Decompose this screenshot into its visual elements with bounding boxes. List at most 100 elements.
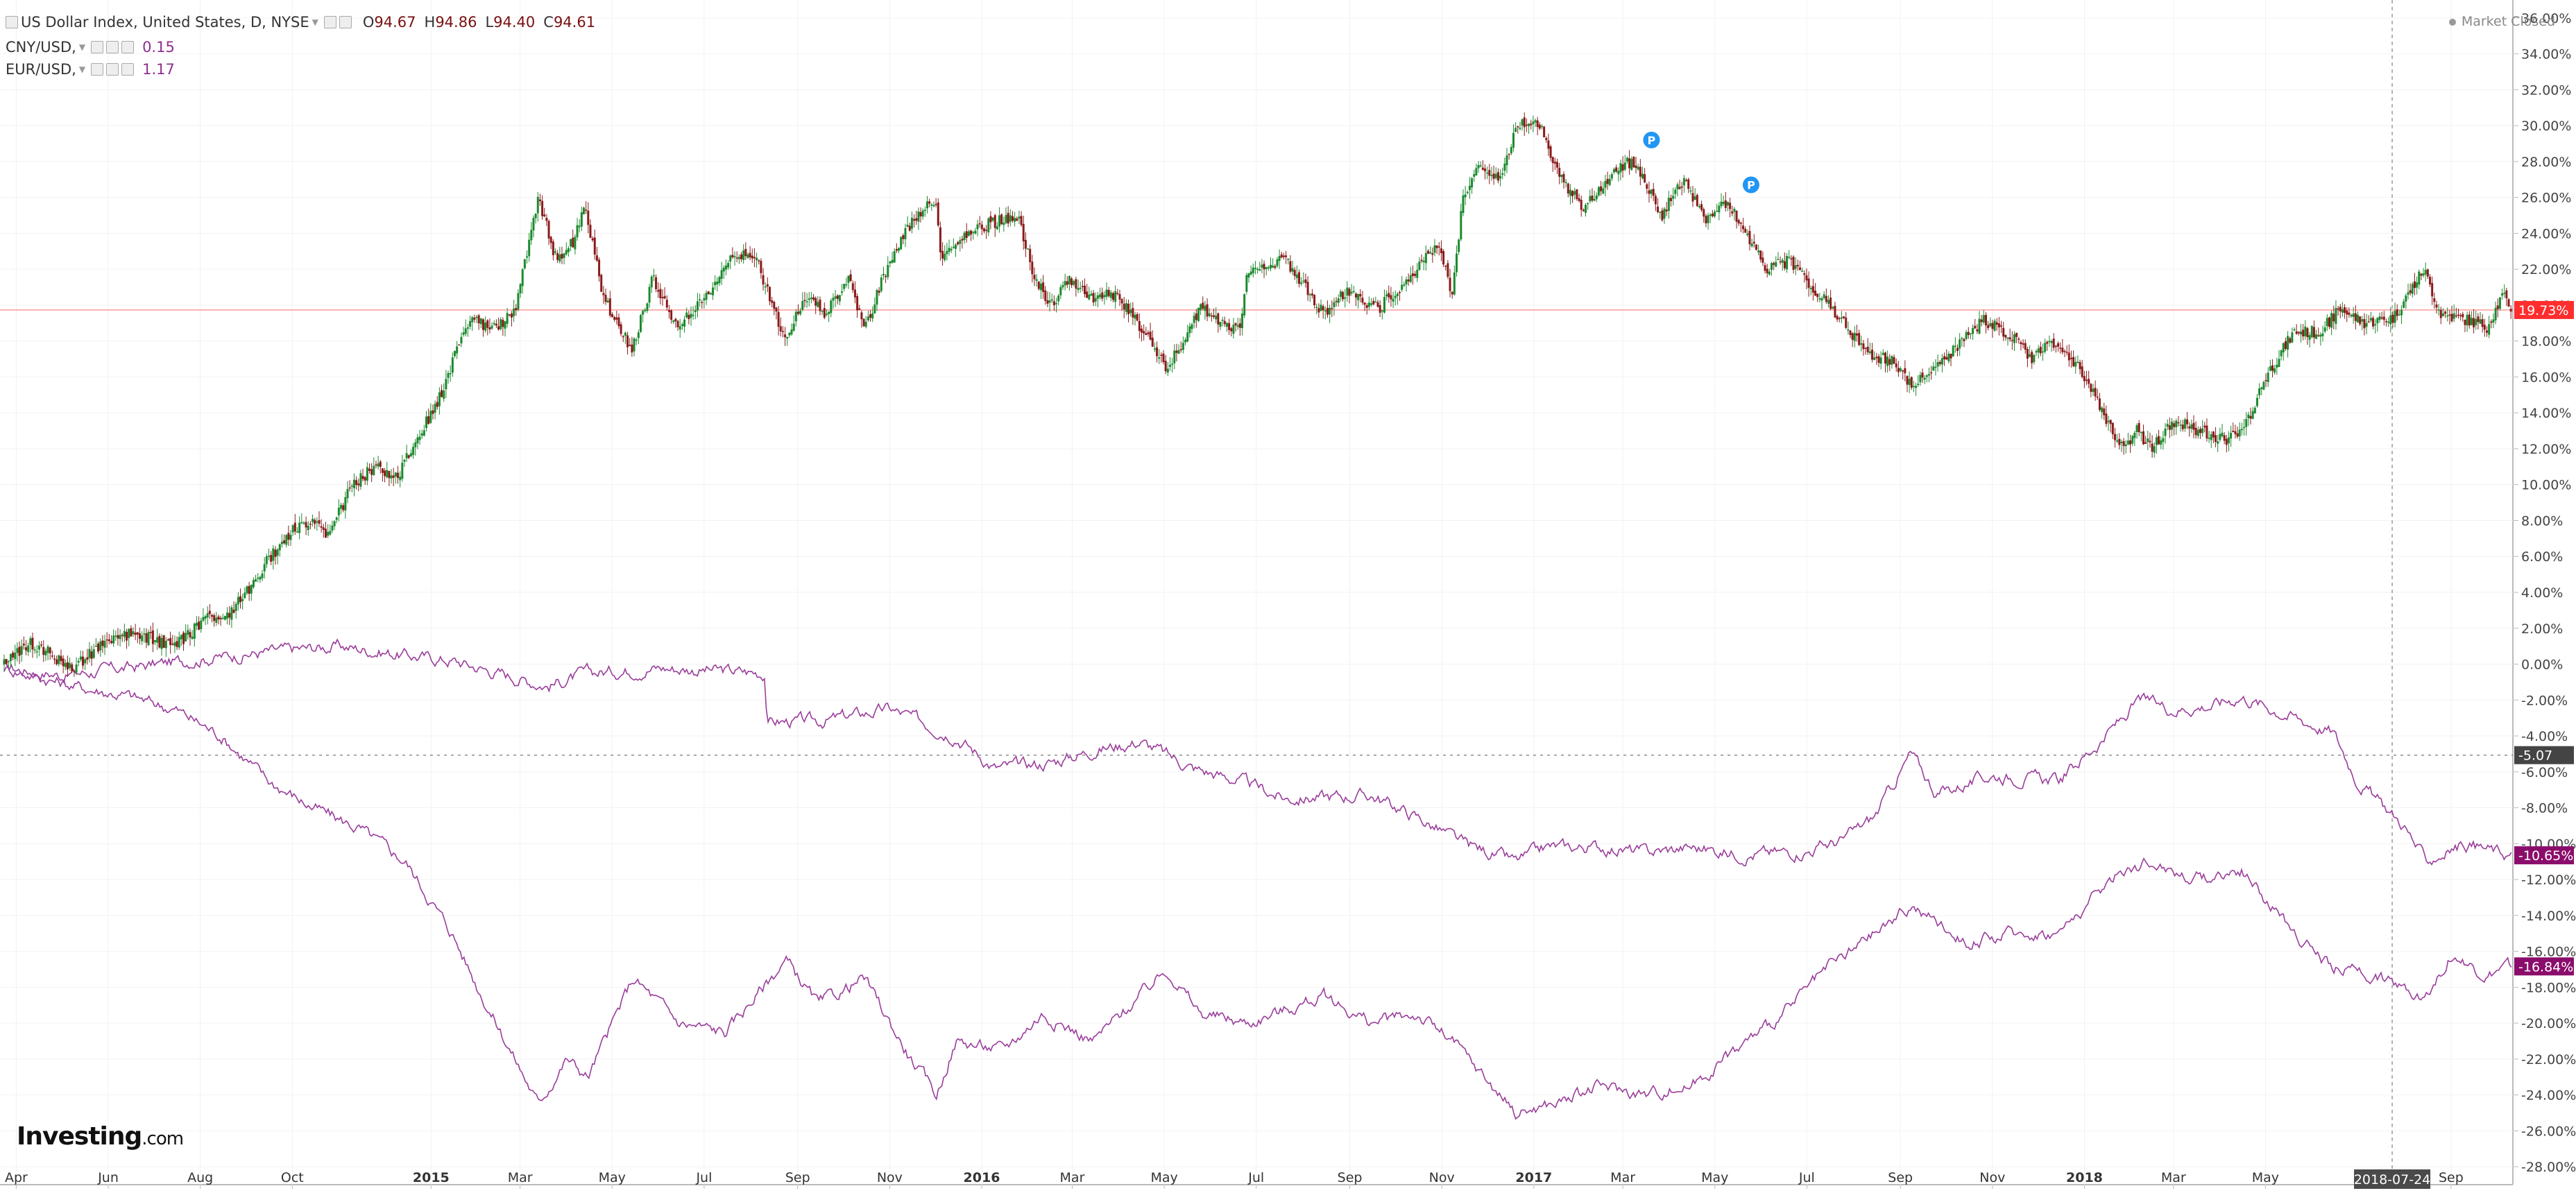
- candle-body: [624, 332, 626, 336]
- candle-body: [171, 643, 174, 645]
- candle-body: [1156, 347, 1159, 357]
- candle-body: [2210, 434, 2212, 440]
- candle-body: [1208, 313, 1211, 316]
- candle-body: [716, 281, 719, 285]
- candle-body: [1665, 209, 1668, 212]
- candle-body: [291, 525, 294, 533]
- candle-body: [1632, 157, 1635, 168]
- candle-body: [2269, 366, 2271, 371]
- price-label-box: [2514, 300, 2574, 319]
- candle-body: [1352, 291, 1355, 293]
- candle-body: [384, 470, 386, 477]
- candle-body: [1418, 261, 1421, 271]
- candle-body: [1652, 189, 1655, 196]
- candle-body: [1672, 196, 1675, 199]
- candle-body: [244, 592, 246, 599]
- hide-icon[interactable]: [106, 63, 119, 76]
- close-icon[interactable]: [121, 63, 135, 76]
- candle-body: [1657, 206, 1660, 212]
- close-icon[interactable]: [121, 41, 135, 53]
- candle-body: [1585, 205, 1587, 213]
- candle-body: [775, 307, 778, 312]
- candle-body: [1407, 279, 1410, 282]
- chevron-down-icon[interactable]: ▼: [78, 65, 86, 74]
- series-symbol[interactable]: EUR/USD,: [6, 61, 76, 78]
- candle-body: [2490, 321, 2493, 323]
- candle-body: [882, 273, 885, 276]
- candle-body: [2061, 347, 2064, 352]
- candle-body: [381, 468, 384, 473]
- candle-body: [1276, 259, 1279, 266]
- candle-body: [451, 357, 454, 373]
- y-tick-label: 28.00%: [2521, 155, 2571, 170]
- series-symbol[interactable]: CNY/USD,: [6, 39, 76, 55]
- x-axis[interactable]: Apr Jun Aug Oct 2015 Mar May Jul Sep Nov 2016 Mar Ma…: [5, 1169, 2464, 1189]
- candle-body: [2006, 337, 2009, 339]
- candle-body: [2422, 273, 2425, 276]
- candle-body: [1855, 333, 1858, 336]
- settings-icon[interactable]: [323, 16, 336, 28]
- event-marker[interactable]: [1741, 175, 1761, 195]
- candle-body: [1587, 203, 1589, 205]
- settings-icon[interactable]: [91, 63, 104, 76]
- candle-body: [2072, 357, 2075, 367]
- candle-body: [2413, 281, 2416, 289]
- candle-body: [657, 290, 660, 292]
- event-marker[interactable]: [1641, 130, 1662, 150]
- candle-body: [2328, 317, 2330, 327]
- candle-body: [1390, 295, 1392, 300]
- candle-body: [699, 299, 701, 301]
- candle-body: [1742, 225, 1745, 230]
- collapse-icon[interactable]: [6, 16, 18, 28]
- candle-body: [1179, 349, 1182, 350]
- candle-body: [2079, 362, 2081, 370]
- candle-body: [878, 291, 880, 293]
- candle-body: [1847, 329, 1850, 331]
- candle-body: [2477, 316, 2480, 323]
- candle-body: [7, 661, 10, 662]
- candle-body: [1335, 300, 1338, 302]
- candle-body: [357, 483, 360, 486]
- candle-body: [1696, 195, 1698, 207]
- candle-body: [1891, 356, 1893, 365]
- y-axis[interactable]: 36.00% 34.00% 32.00% 30.00% 28.00% 26.00% 24.0…: [2513, 11, 2576, 1175]
- candle-body: [40, 644, 43, 646]
- hide-icon[interactable]: [339, 16, 352, 28]
- candle-body: [71, 664, 74, 671]
- candle-body: [2473, 318, 2475, 327]
- candle-body: [2391, 314, 2394, 323]
- candle-body: [1934, 366, 1937, 368]
- candle-body: [2394, 311, 2396, 323]
- x-tick-label: Nov: [1429, 1170, 1455, 1185]
- event-markers[interactable]: PP: [1641, 130, 1761, 195]
- candle-body: [580, 212, 583, 227]
- candle-body: [1733, 209, 1736, 212]
- candle-body: [902, 235, 905, 239]
- main-symbol[interactable]: US Dollar Index, United States, D, NYSE: [21, 14, 309, 31]
- candle-body: [447, 372, 450, 378]
- candle-body: [615, 317, 618, 320]
- settings-icon[interactable]: [91, 41, 104, 53]
- candle-body: [578, 225, 581, 228]
- candle-body: [604, 295, 607, 302]
- candle-body: [2310, 325, 2313, 338]
- candle-body: [2031, 352, 2033, 363]
- candle-body: [598, 259, 601, 277]
- candle-body: [293, 522, 296, 532]
- candle-body: [2243, 427, 2246, 429]
- candle-body: [563, 253, 565, 258]
- chevron-down-icon[interactable]: ▼: [78, 42, 86, 52]
- candle-body: [1705, 216, 1707, 223]
- candle-body: [316, 521, 318, 523]
- candle-body: [1259, 269, 1261, 271]
- candle-body: [1615, 167, 1618, 172]
- candle-body: [2144, 442, 2147, 444]
- candle-body: [5, 659, 8, 664]
- hide-icon[interactable]: [106, 41, 119, 53]
- candle-body: [29, 638, 32, 645]
- candle-body: [1136, 314, 1138, 321]
- chevron-down-icon[interactable]: ▼: [312, 17, 318, 27]
- candle-body: [2367, 321, 2370, 323]
- candle-body: [1210, 315, 1213, 317]
